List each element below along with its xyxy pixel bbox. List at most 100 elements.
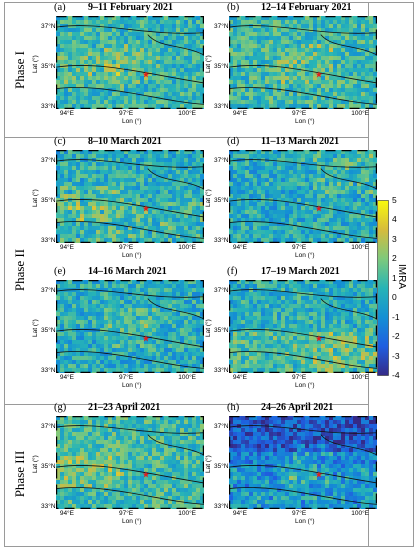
lon-axis-label: Lon (°) <box>122 118 142 125</box>
lon-tick: 94°E <box>59 110 74 117</box>
lon-tick: 97°E <box>119 110 134 117</box>
lon-axis-label: Lon (°) <box>295 118 315 125</box>
panel-tag: (d) <box>227 136 240 147</box>
panel-tag: (e) <box>54 266 66 277</box>
lat-tick: 37°N <box>41 423 56 431</box>
svg-text:★: ★ <box>142 204 150 214</box>
colorbar-tick: 2 <box>392 253 397 264</box>
lon-axis-label: Lon (°) <box>122 382 142 389</box>
lon-tick: 100°E <box>178 244 197 251</box>
figure-frame <box>4 2 414 547</box>
lon-tick: 94°E <box>232 110 247 117</box>
lat-tick: 33°N <box>41 103 56 111</box>
lat-tick: 37°N <box>41 287 56 295</box>
lat-tick: 33°N <box>214 103 229 111</box>
colorbar-gradient <box>377 200 389 376</box>
heatmap: ★ <box>229 416 377 509</box>
lon-tick: 94°E <box>59 374 74 381</box>
lon-tick: 100°E <box>351 510 370 517</box>
lat-axis-label: Lat (°) <box>32 318 39 337</box>
panel-title: 17–19 March 2021 <box>261 266 340 277</box>
phase-label-3: Phase III <box>12 450 27 498</box>
colorbar-tick: 4 <box>392 214 397 225</box>
svg-text:★: ★ <box>315 70 323 80</box>
colorbar-tick: -1 <box>392 311 400 322</box>
svg-text:★: ★ <box>315 204 323 214</box>
lat-tick: 37°N <box>214 157 229 165</box>
panel-tag: (h) <box>227 402 240 413</box>
phase-divider-vertical <box>368 2 369 547</box>
lon-tick: 94°E <box>59 510 74 517</box>
panel-tag: (c) <box>54 136 66 147</box>
panel-title: 8–10 March 2021 <box>88 136 162 147</box>
lat-tick: 33°N <box>214 237 229 245</box>
lat-tick: 35°N <box>41 63 56 71</box>
lon-tick: 100°E <box>178 510 197 517</box>
lat-axis-label: Lat (°) <box>205 188 212 207</box>
lat-tick: 35°N <box>41 463 56 471</box>
lon-axis-label: Lon (°) <box>122 252 142 259</box>
phase-divider-1 <box>4 137 368 138</box>
lat-tick: 35°N <box>41 327 56 335</box>
lat-axis-label: Lat (°) <box>205 54 212 73</box>
lon-axis-label: Lon (°) <box>295 518 315 525</box>
colorbar-tick: -2 <box>392 331 400 342</box>
lon-tick: 94°E <box>232 510 247 517</box>
panel-title: 12–14 February 2021 <box>261 2 352 13</box>
panel-tag: (b) <box>227 2 240 13</box>
lat-axis-label: Lat (°) <box>32 188 39 207</box>
panel-title: 21–23 April 2021 <box>88 402 161 413</box>
phase-label-1: Phase I <box>12 51 27 89</box>
lat-tick: 37°N <box>214 287 229 295</box>
heatmap: ★ <box>56 16 204 109</box>
lon-tick: 94°E <box>232 244 247 251</box>
lon-tick: 94°E <box>59 244 74 251</box>
panel-title: 14–16 March 2021 <box>88 266 167 277</box>
heatmap: ★ <box>56 150 204 243</box>
lat-tick: 35°N <box>214 327 229 335</box>
lon-tick: 94°E <box>232 374 247 381</box>
panel-tag: (g) <box>54 402 67 413</box>
lat-tick: 33°N <box>41 367 56 375</box>
phase-divider-2 <box>4 404 368 405</box>
lon-tick: 97°E <box>119 244 134 251</box>
lat-tick: 37°N <box>214 423 229 431</box>
colorbar-tick: 1 <box>392 272 397 283</box>
lat-tick: 35°N <box>41 197 56 205</box>
lon-tick: 97°E <box>292 244 307 251</box>
lat-tick: 37°N <box>214 23 229 31</box>
heatmap: ★ <box>229 16 377 109</box>
panel-title: 24–26 April 2021 <box>261 402 334 413</box>
lat-axis-label: Lat (°) <box>205 318 212 337</box>
panel-title: 11–13 March 2021 <box>261 136 340 147</box>
colorbar-tick: -4 <box>392 370 400 380</box>
svg-text:★: ★ <box>142 334 150 344</box>
colorbar-tick: 5 <box>392 195 397 205</box>
lat-tick: 37°N <box>41 23 56 31</box>
lon-tick: 97°E <box>292 374 307 381</box>
lon-tick: 97°E <box>119 510 134 517</box>
lat-tick: 35°N <box>214 463 229 471</box>
panel-tag: (f) <box>227 266 238 277</box>
colorbar-label: IMRA <box>396 264 407 289</box>
lat-tick: 37°N <box>41 157 56 165</box>
lon-tick: 100°E <box>351 244 370 251</box>
lat-tick: 33°N <box>41 503 56 511</box>
panel-tag: (a) <box>54 2 66 13</box>
lon-tick: 97°E <box>292 110 307 117</box>
colorbar-tick: -3 <box>392 350 400 361</box>
lon-tick: 97°E <box>292 510 307 517</box>
lat-tick: 33°N <box>41 237 56 245</box>
lon-tick: 100°E <box>178 374 197 381</box>
panel-title: 9–11 February 2021 <box>88 2 173 13</box>
colorbar-tick: 0 <box>392 292 397 303</box>
lon-tick: 100°E <box>351 374 370 381</box>
lat-tick: 35°N <box>214 197 229 205</box>
lat-tick: 33°N <box>214 367 229 375</box>
lon-tick: 97°E <box>119 374 134 381</box>
heatmap: ★ <box>229 150 377 243</box>
heatmap: ★ <box>56 280 204 373</box>
lat-tick: 35°N <box>214 63 229 71</box>
lat-axis-label: Lat (°) <box>205 454 212 473</box>
heatmap: ★ <box>229 280 377 373</box>
